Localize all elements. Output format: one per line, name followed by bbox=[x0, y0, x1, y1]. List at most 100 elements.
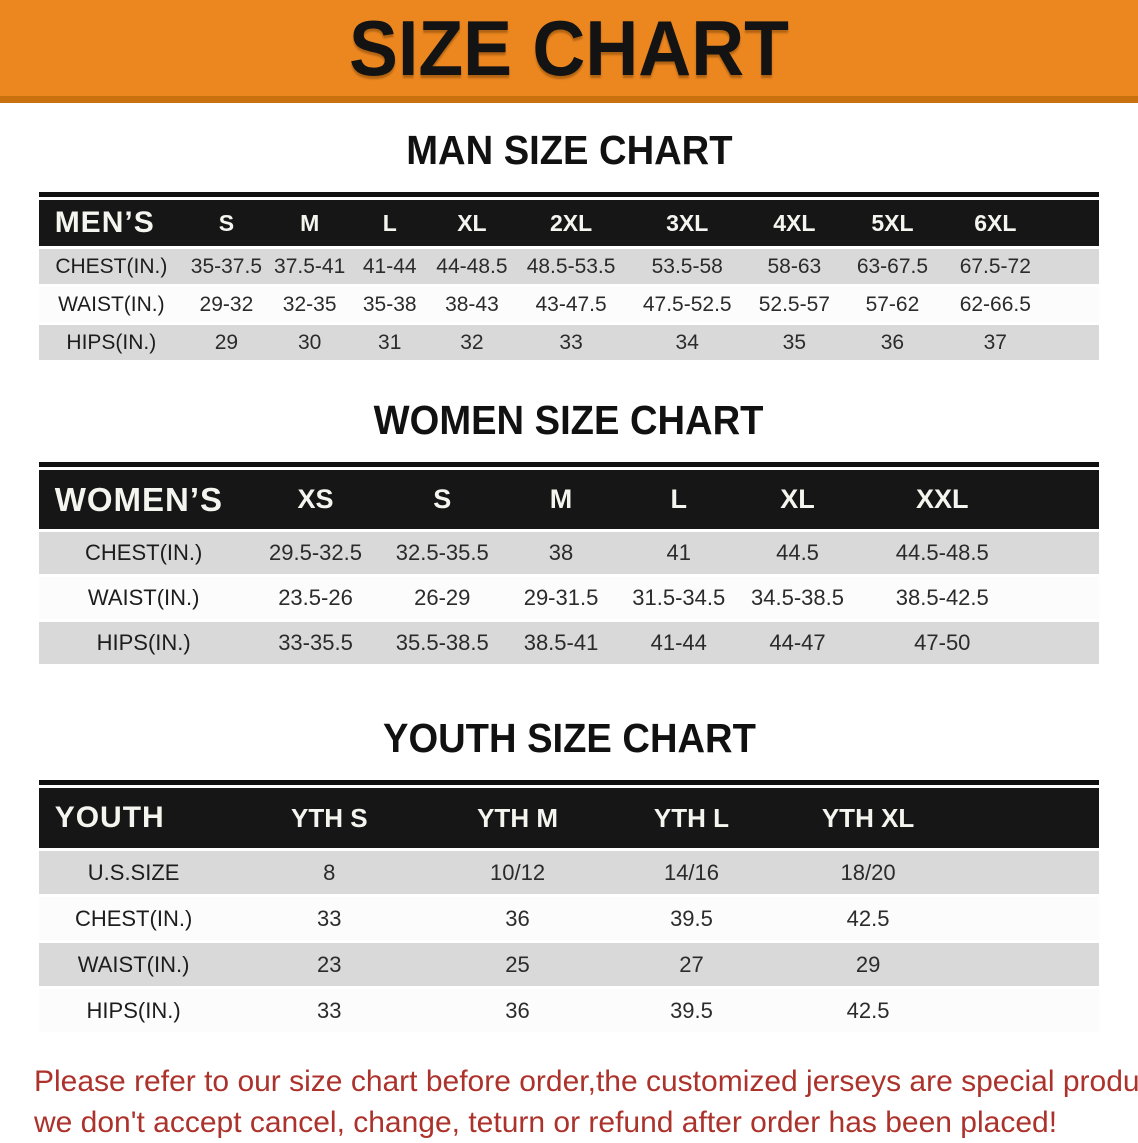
size-value: 33 bbox=[559, 330, 583, 354]
row-label: HIPS(IN.) bbox=[66, 330, 157, 354]
row-spacer bbox=[1047, 287, 1099, 322]
size-table-row: U.S.SIZE 8 10/12 14/16 18/20 bbox=[38, 851, 1100, 894]
row-label: HIPS(IN.) bbox=[96, 630, 191, 655]
row-label: HIPS(IN.) bbox=[86, 997, 181, 1023]
size-value: 26-29 bbox=[414, 585, 471, 610]
row-spacer bbox=[958, 943, 1099, 986]
size-value: 30 bbox=[297, 330, 322, 354]
size-column-header: 6XL bbox=[943, 200, 1048, 246]
size-value: 43-47.5 bbox=[535, 292, 607, 316]
row-spacer bbox=[1027, 622, 1099, 664]
size-value: 10/12 bbox=[490, 859, 546, 885]
size-table-row: HIPS(IN.) 29 30 31 32 33 34 35 36 37 bbox=[38, 325, 1100, 360]
row-spacer bbox=[958, 897, 1099, 940]
size-value: 35 bbox=[782, 330, 807, 354]
row-spacer bbox=[958, 851, 1099, 894]
size-value: 37.5-41 bbox=[274, 254, 346, 278]
size-value: 38.5-42.5 bbox=[895, 585, 989, 610]
size-column-header: XL bbox=[428, 200, 515, 246]
size-table-row: WAIST(IN.) 29-32 32-35 35-38 38-43 43-47.5 47.… bbox=[38, 287, 1100, 322]
size-table-row: WAIST(IN.) 23 25 27 29 bbox=[38, 943, 1100, 986]
size-column-header: L bbox=[619, 470, 738, 529]
row-spacer bbox=[958, 989, 1099, 1032]
size-value: 53.5-58 bbox=[651, 254, 723, 278]
size-value: 34.5-38.5 bbox=[751, 585, 844, 610]
size-table-row: WAIST(IN.) 23.5-26 26-29 29-31.5 31.5-34.5 34… bbox=[38, 577, 1100, 619]
size-value: 27 bbox=[679, 951, 704, 977]
size-column-header: L bbox=[350, 200, 429, 246]
size-value: 48.5-53.5 bbox=[526, 254, 616, 278]
size-table-row: CHEST(IN.) 33 36 39.5 42.5 bbox=[38, 897, 1100, 940]
size-value: 35-38 bbox=[362, 292, 417, 316]
notice-line-2: we don't accept cancel, change, teturn o… bbox=[34, 1106, 1058, 1139]
size-value: 29-31.5 bbox=[523, 585, 599, 610]
header-spacer bbox=[1027, 470, 1100, 529]
size-value: 41 bbox=[666, 540, 691, 565]
size-value: 36 bbox=[505, 997, 530, 1023]
youth-section: YOUTH SIZE CHART YOUTH YTH S YTH M YTH L YTH… bbox=[0, 715, 1138, 1035]
size-value: 67.5-72 bbox=[959, 254, 1031, 278]
size-column-header: 4XL bbox=[747, 200, 842, 246]
size-column-header: YTH M bbox=[430, 788, 606, 848]
header-spacer bbox=[1047, 200, 1100, 246]
youth-section-title-text: YOUTH SIZE CHART bbox=[382, 715, 756, 761]
row-label: CHEST(IN.) bbox=[74, 905, 193, 931]
size-value: 23.5-26 bbox=[278, 585, 353, 610]
size-value: 32.5-35.5 bbox=[395, 540, 489, 565]
size-value: 39.5 bbox=[670, 997, 713, 1023]
size-table-row: CHEST(IN.) 35-37.5 37.5-41 41-44 44-48.5 48.5… bbox=[38, 249, 1100, 284]
row-label: CHEST(IN.) bbox=[55, 254, 168, 278]
size-column-header: YTH S bbox=[228, 788, 431, 848]
size-column-header: M bbox=[502, 470, 620, 529]
header-spacer bbox=[958, 788, 1100, 848]
row-label: CHEST(IN.) bbox=[85, 540, 203, 565]
size-value: 44.5 bbox=[776, 540, 819, 565]
men-section-title-text: MAN SIZE CHART bbox=[405, 127, 733, 173]
women-section: WOMEN SIZE CHART WOMEN’S XS S M L XL XXL CHEST(… bbox=[0, 397, 1138, 667]
size-column-header: YTH XL bbox=[777, 788, 959, 848]
men-size-table-wrap: MEN’S S M L XL 2XL 3XL 4XL 5XL 6XL CHEST(IN.) 35-37… bbox=[0, 192, 1138, 363]
row-label: U.S.SIZE bbox=[87, 859, 180, 885]
banner-title: SIZE CHART bbox=[349, 3, 789, 92]
row-label: WAIST(IN.) bbox=[58, 292, 165, 316]
size-value: 38.5-41 bbox=[523, 630, 599, 655]
size-value: 63-67.5 bbox=[856, 254, 929, 278]
size-value: 41-44 bbox=[362, 254, 417, 278]
youth-size-table: YOUTH YTH S YTH M YTH L YTH XL U.S.SIZE 8 10/12… bbox=[38, 780, 1100, 1035]
size-value: 47-50 bbox=[914, 630, 971, 655]
women-size-table-wrap: WOMEN’S XS S M L XL XXL CHEST(IN.) 29.5-32.5 32.5… bbox=[0, 462, 1138, 667]
men-size-table: MEN’S S M L XL 2XL 3XL 4XL 5XL 6XL CHEST(IN.) 35-37… bbox=[38, 192, 1100, 363]
row-spacer bbox=[1047, 325, 1099, 360]
size-value: 39.5 bbox=[670, 905, 713, 931]
row-label: WAIST(IN.) bbox=[77, 951, 190, 977]
size-value: 29 bbox=[855, 951, 881, 977]
size-column-header: XL bbox=[737, 470, 858, 529]
table-corner-label: MEN’S bbox=[38, 200, 184, 246]
size-value: 8 bbox=[323, 859, 336, 885]
size-value: 23 bbox=[317, 951, 342, 977]
size-value: 18/20 bbox=[840, 859, 896, 885]
men-section: MAN SIZE CHART MEN’S S M L XL 2XL 3XL 4XL 5XL 6XL… bbox=[0, 127, 1138, 363]
size-value: 52.5-57 bbox=[758, 292, 830, 316]
notice-line-1: Please refer to our size chart before or… bbox=[34, 1065, 1138, 1098]
size-value: 44-47 bbox=[769, 630, 826, 655]
size-value: 32-35 bbox=[282, 292, 337, 316]
row-spacer bbox=[1027, 577, 1099, 619]
size-value: 29 bbox=[214, 330, 239, 354]
size-value: 58-63 bbox=[767, 254, 822, 278]
size-column-header: 3XL bbox=[627, 200, 748, 246]
size-value: 36 bbox=[505, 905, 530, 931]
size-table-header-row: YOUTH YTH S YTH M YTH L YTH XL bbox=[38, 788, 1100, 848]
size-value: 14/16 bbox=[663, 859, 720, 885]
size-value: 44.5-48.5 bbox=[895, 540, 989, 565]
size-value: 42.5 bbox=[846, 997, 890, 1023]
size-value: 25 bbox=[505, 951, 530, 977]
size-column-header: XS bbox=[248, 470, 383, 529]
size-value: 62-66.5 bbox=[959, 292, 1031, 316]
size-value: 31.5-34.5 bbox=[632, 585, 726, 610]
table-corner-label: YOUTH bbox=[38, 788, 229, 848]
size-value: 32 bbox=[460, 330, 484, 354]
size-value: 38-43 bbox=[445, 292, 499, 316]
size-column-header: S bbox=[382, 470, 503, 529]
footer-notice: Please refer to our size chart before or… bbox=[0, 1061, 1138, 1143]
